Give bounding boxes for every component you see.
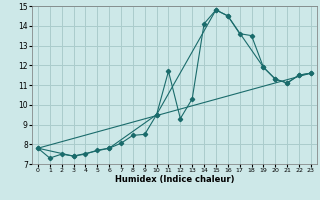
X-axis label: Humidex (Indice chaleur): Humidex (Indice chaleur)	[115, 175, 234, 184]
